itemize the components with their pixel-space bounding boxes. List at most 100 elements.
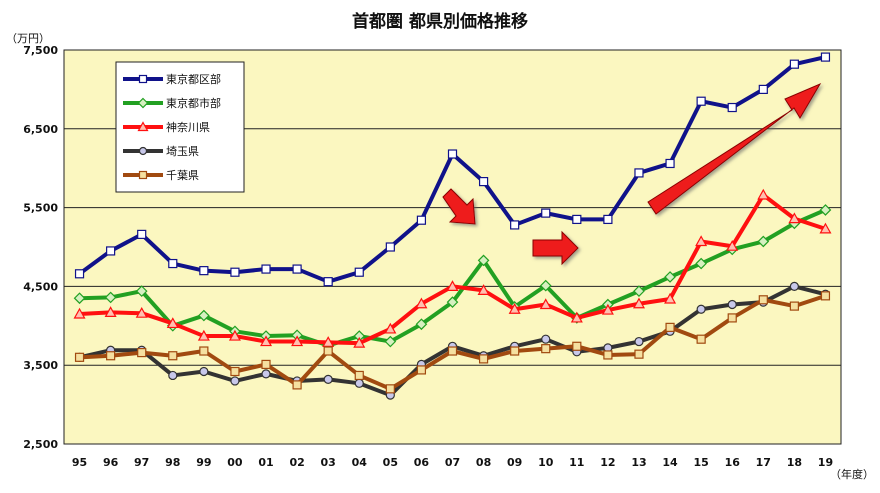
data-point (727, 299, 737, 310)
trend-arrow-right-icon (532, 230, 579, 266)
data-point (354, 267, 364, 277)
data-point (634, 336, 644, 347)
x-tick-label: 12 (600, 456, 615, 469)
data-point (478, 176, 489, 187)
x-tick-label: 04 (352, 456, 368, 469)
data-point (634, 349, 644, 359)
y-tick-label: 4,500 (23, 280, 58, 293)
data-point (696, 334, 706, 344)
data-point (353, 336, 366, 348)
data-point (820, 291, 831, 301)
data-point (416, 215, 427, 225)
x-tick-label: 03 (321, 456, 336, 469)
data-point (198, 309, 210, 322)
x-tick-label: 07 (445, 456, 460, 469)
data-point (789, 59, 799, 69)
x-tick-label: 05 (383, 456, 398, 469)
x-tick-label: 13 (631, 456, 646, 469)
x-tick-label: 02 (289, 456, 304, 469)
data-point (634, 168, 644, 178)
data-point (696, 304, 706, 314)
data-point (601, 303, 614, 315)
data-point (665, 158, 675, 169)
data-point (758, 295, 768, 305)
data-point (789, 281, 799, 291)
data-point (323, 346, 333, 356)
data-point (292, 264, 302, 274)
data-point (354, 370, 364, 381)
data-point (323, 374, 333, 384)
data-point (789, 301, 799, 311)
data-point (510, 346, 520, 356)
data-point (104, 306, 117, 318)
data-point (384, 322, 397, 334)
x-tick-label: 01 (258, 456, 273, 469)
data-point (570, 311, 583, 323)
data-point (695, 257, 707, 270)
x-tick-label: 99 (196, 456, 211, 469)
data-point (135, 306, 148, 318)
x-tick-label: 15 (693, 456, 708, 469)
data-point (199, 346, 209, 356)
data-point (758, 84, 768, 95)
x-tick-label: 00 (227, 456, 243, 469)
trend-arrow-down-icon (442, 188, 476, 225)
data-point (446, 280, 459, 291)
data-point (726, 239, 739, 251)
y-tick-label: 7,500 (23, 44, 58, 57)
data-point (230, 376, 240, 386)
data-point (447, 346, 458, 356)
legend-marker (138, 146, 148, 156)
x-tick-label: 97 (134, 456, 149, 469)
data-point (168, 258, 178, 269)
x-tick-label: 98 (165, 456, 180, 469)
data-point (664, 271, 676, 283)
data-point (695, 235, 708, 247)
data-point (665, 322, 675, 332)
data-point (168, 370, 178, 381)
x-axis: 95 96 97 98 99 00 01 02 03 04 05 06 07 08 09 10 11 12 13 14… (72, 456, 833, 469)
data-point (135, 285, 148, 297)
data-point (632, 297, 645, 309)
x-tick-label: 11 (569, 456, 584, 469)
data-point (322, 336, 335, 347)
data-point (323, 277, 333, 287)
y-tick-label: 3,500 (23, 359, 58, 372)
data-point (820, 52, 831, 62)
data-point (415, 318, 428, 331)
x-tick-label: 09 (507, 456, 522, 469)
series-0 (74, 52, 831, 287)
y-tick-label: 6,500 (23, 123, 58, 136)
data-point (137, 229, 147, 239)
data-point (819, 222, 832, 234)
legend-label: 千葉県 (166, 168, 199, 182)
x-axis-unit: （年度） (830, 467, 874, 481)
data-point (788, 212, 801, 224)
y-axis-unit: （万円） (6, 32, 50, 45)
data-point (73, 292, 86, 305)
legend-label: 埼玉県 (166, 144, 199, 158)
data-point (199, 266, 209, 276)
trend-arrows (442, 82, 822, 266)
data-point (166, 317, 179, 329)
data-point (572, 214, 582, 225)
y-tick-label: 2,500 (23, 438, 58, 451)
data-point (508, 303, 521, 314)
x-tick-label: 18 (787, 456, 802, 469)
data-point (416, 365, 427, 375)
data-point (727, 102, 737, 113)
trend-arrow-up-icon (647, 82, 822, 215)
data-point (261, 264, 271, 274)
data-point (230, 366, 240, 377)
data-point (603, 350, 613, 360)
data-point (104, 291, 117, 304)
data-point (633, 285, 645, 297)
data-point (137, 347, 147, 358)
data-point (261, 369, 271, 379)
chart-title: 首都圏 都県別価格推移 (352, 11, 528, 32)
data-point (446, 296, 459, 309)
x-tick-label: 96 (103, 456, 119, 469)
data-point (260, 335, 273, 347)
legend-label: 東京都市部 (166, 96, 221, 110)
